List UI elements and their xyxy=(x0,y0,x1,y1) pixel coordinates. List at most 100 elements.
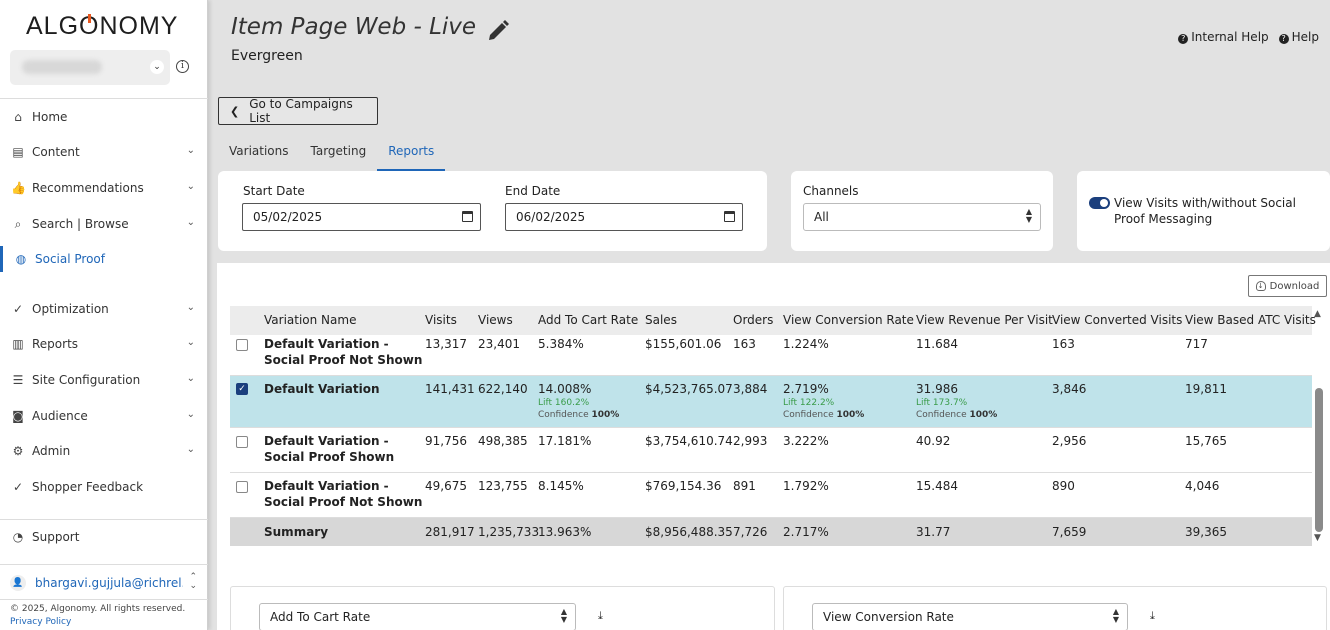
pencil-icon[interactable] xyxy=(486,19,510,43)
scroll-up-icon[interactable]: ▲ xyxy=(1314,309,1321,319)
col-view-revenue-per-visit[interactable]: View Revenue Per Visit xyxy=(916,313,1053,327)
confidence-value: Confidence 100% xyxy=(538,410,620,420)
views-value: 622,140 xyxy=(478,382,528,396)
table-row[interactable]: Default Variation - Social Proof Not Sho… xyxy=(230,473,1312,518)
divider xyxy=(0,599,208,600)
atc-visits-value: 39,365 xyxy=(1185,525,1227,539)
download-icon[interactable]: ⤓ xyxy=(1150,609,1155,622)
social-proof-toggle[interactable] xyxy=(1089,197,1110,209)
atc-rate-value: 13.963% xyxy=(538,525,592,539)
copyright-text: © 2025, Algonomy. All rights reserved. xyxy=(10,604,186,614)
download-icon[interactable]: ⤓ xyxy=(598,609,603,622)
internal-help-link[interactable]: ? Internal Help xyxy=(1178,30,1269,44)
col-orders[interactable]: Orders xyxy=(733,313,774,327)
download-button[interactable]: ↓ Download xyxy=(1248,275,1327,297)
chevron-down-icon[interactable]: ⌄ xyxy=(186,337,195,348)
table-row[interactable]: Default Variation - Social Proof Not Sho… xyxy=(230,335,1312,376)
chevron-down-icon[interactable]: ⌄ xyxy=(186,181,195,192)
converted-visits-value: 3,846 xyxy=(1052,382,1087,396)
sidebar-item-content[interactable]: ▤ Content ⌄ xyxy=(0,137,207,167)
sidebar-item-label: Audience xyxy=(32,409,88,423)
chevron-down-icon[interactable]: ⌄ xyxy=(186,444,195,455)
sidebar-item-optimization[interactable]: ✓ Optimization ⌄ xyxy=(0,294,207,324)
chart-metric-select-right[interactable]: View Conversion Rate ▲ ▼ xyxy=(812,603,1128,630)
info-icon[interactable]: i xyxy=(176,60,189,73)
chevron-down-icon[interactable]: ⌄ xyxy=(186,409,195,420)
chevron-down-icon[interactable]: ⌄ xyxy=(186,302,195,313)
privacy-policy-link[interactable]: Privacy Policy xyxy=(10,617,72,627)
tab-variations[interactable]: Variations xyxy=(229,144,289,158)
tab-bar: Variations Targeting Reports xyxy=(218,140,446,171)
chart-metric-select-left[interactable]: Add To Cart Rate ▲ ▼ xyxy=(259,603,576,630)
algonomy-logo[interactable]: ALGONOMY xyxy=(26,12,179,40)
chevron-down-icon[interactable]: ⌄ xyxy=(186,373,195,384)
revenue-per-visit-value: 31.986 xyxy=(916,382,958,396)
sidebar-item-label: Reports xyxy=(32,337,79,351)
converted-visits-value: 890 xyxy=(1052,479,1075,493)
back-to-campaigns-button[interactable]: ❮ Go to Campaigns List xyxy=(218,97,378,125)
confidence-value: Confidence 100% xyxy=(916,410,998,420)
sidebar-item-recommendations[interactable]: 👍 Recommendations ⌄ xyxy=(0,173,207,203)
home-icon: ⌂ xyxy=(14,110,22,124)
sort-arrows-icon: ▲ ▼ xyxy=(560,607,567,624)
sidebar-item-support[interactable]: ◔ Support xyxy=(0,522,207,552)
sidebar-item-social-proof[interactable]: ◍ Social Proof xyxy=(0,244,207,274)
user-icon: 👤 xyxy=(10,575,26,591)
tab-reports[interactable]: Reports xyxy=(377,140,446,171)
calendar-icon[interactable] xyxy=(462,211,473,222)
sidebar-item-audience[interactable]: ◙ Audience ⌄ xyxy=(0,401,207,431)
sidebar-item-admin[interactable]: ⚙ Admin ⌄ xyxy=(0,436,207,466)
col-view-based-atc-visits[interactable]: View Based ATC Visits xyxy=(1185,313,1316,327)
sidebar-item-label: Home xyxy=(32,110,68,124)
channels-select[interactable]: All ▲ ▼ xyxy=(803,203,1041,231)
user-menu[interactable]: 👤 bhargavi.gujjula@richrel... ⌃ ⌄ xyxy=(0,570,207,596)
table-row[interactable]: ✓ Default Variation 141,431 622,140 14.0… xyxy=(230,376,1312,428)
scrollbar-thumb[interactable] xyxy=(1315,388,1323,532)
account-name-redacted xyxy=(22,60,102,74)
lift-value: Lift 122.2% xyxy=(783,398,835,408)
sidebar-item-site-configuration[interactable]: ☰ Site Configuration ⌄ xyxy=(0,365,207,395)
social-proof-toggle-label: View Visits with/without Social Proof Me… xyxy=(1114,196,1296,226)
cloud-download-icon: ↓ xyxy=(1255,281,1266,291)
row-checkbox[interactable] xyxy=(236,481,248,493)
col-variation-name[interactable]: Variation Name xyxy=(264,313,357,327)
visits-value: 281,917 xyxy=(425,525,475,539)
end-date-input[interactable]: 06/02/2025 xyxy=(505,203,743,231)
help-links: ? Internal Help ? Help xyxy=(1178,30,1319,44)
col-sales[interactable]: Sales xyxy=(645,313,677,327)
start-date-input[interactable]: 05/02/2025 xyxy=(242,203,481,231)
sidebar-item-reports[interactable]: ▥ Reports ⌄ xyxy=(0,329,207,359)
chevron-down-icon[interactable]: ⌄ xyxy=(186,217,195,228)
sidebar-item-label: Recommendations xyxy=(32,181,144,195)
col-add-to-cart-rate[interactable]: Add To Cart Rate xyxy=(538,313,639,327)
account-selector[interactable]: ⌄ xyxy=(10,50,170,85)
scroll-down-icon[interactable]: ▼ xyxy=(1314,533,1321,543)
row-checkbox[interactable] xyxy=(236,436,248,448)
col-visits[interactable]: Visits xyxy=(425,313,457,327)
help-link[interactable]: ? Help xyxy=(1278,30,1319,44)
sales-value: $155,601.06 xyxy=(645,337,722,351)
table-row[interactable]: Default Variation - Social Proof Shown 9… xyxy=(230,428,1312,473)
revenue-per-visit-value: 31.77 xyxy=(916,525,951,539)
view-conversion-value: 3.222% xyxy=(783,434,829,448)
sidebar-item-home[interactable]: ⌂ Home xyxy=(0,102,207,132)
row-checkbox[interactable]: ✓ xyxy=(236,383,248,395)
audience-icon: ◙ xyxy=(12,409,24,423)
summary-label: Summary xyxy=(264,525,329,539)
optimization-icon: ✓ xyxy=(12,302,24,316)
reports-icon: ▥ xyxy=(12,337,24,351)
revenue-per-visit-value: 15.484 xyxy=(916,479,958,493)
sidebar-item-shopper-feedback[interactable]: ✓ Shopper Feedback xyxy=(0,472,207,502)
tab-targeting[interactable]: Targeting xyxy=(310,144,367,158)
calendar-icon[interactable] xyxy=(724,211,735,222)
col-view-converted-visits[interactable]: View Converted Visits xyxy=(1052,313,1183,327)
chevron-down-icon[interactable]: ⌄ xyxy=(186,145,195,156)
sales-value: $8,956,488.35 xyxy=(645,525,733,539)
variation-name: Default Variation xyxy=(264,382,380,396)
col-view-conversion-rate[interactable]: View Conversion Rate xyxy=(783,313,914,327)
sort-arrows-icon: ▲ ▼ xyxy=(1025,207,1032,224)
col-views[interactable]: Views xyxy=(478,313,513,327)
admin-icon: ⚙ xyxy=(12,444,24,458)
row-checkbox[interactable] xyxy=(236,339,248,351)
sidebar-item-search-browse[interactable]: ⌕ Search | Browse ⌄ xyxy=(0,209,207,239)
